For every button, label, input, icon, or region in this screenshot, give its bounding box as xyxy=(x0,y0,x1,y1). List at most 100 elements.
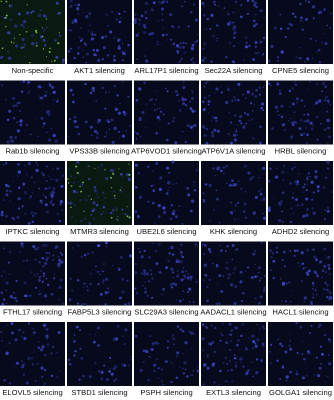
cell-nucleus xyxy=(211,131,214,134)
cell-nucleus xyxy=(306,133,309,137)
cell-nucleus xyxy=(262,53,265,55)
cell-nucleus xyxy=(213,0,216,3)
cell-nucleus xyxy=(312,191,315,194)
cell-nucleus xyxy=(179,42,182,45)
cell-nucleus xyxy=(104,35,108,38)
cell-nucleus xyxy=(302,214,306,218)
cell-nucleus xyxy=(301,28,304,32)
cell-nucleus xyxy=(32,328,34,330)
cell-nucleus xyxy=(208,111,210,114)
cell-nucleus xyxy=(38,340,40,343)
cell-nucleus xyxy=(326,288,329,292)
cell-nucleus xyxy=(161,0,165,4)
cell-nucleus xyxy=(305,126,308,129)
cell-nucleus xyxy=(220,289,224,294)
cell-nucleus xyxy=(179,110,181,113)
cell-nucleus xyxy=(134,131,137,134)
cell-nucleus xyxy=(179,109,181,111)
cell-nucleus xyxy=(259,9,263,13)
cell-nucleus xyxy=(215,87,219,91)
cell-nucleus xyxy=(152,189,156,193)
cell-nucleus xyxy=(246,266,250,269)
cell-nucleus xyxy=(303,119,307,123)
green-signal xyxy=(126,206,128,208)
cell-nucleus xyxy=(101,57,104,61)
cell-nucleus xyxy=(232,133,237,137)
cell-nucleus xyxy=(310,325,313,327)
cell-nucleus xyxy=(327,101,330,104)
cell-nucleus xyxy=(190,11,193,14)
cell-nucleus xyxy=(27,221,31,225)
cell-nucleus xyxy=(41,243,46,248)
cell-nucleus xyxy=(104,291,108,295)
cell-nucleus xyxy=(184,276,186,278)
cell-nucleus xyxy=(170,380,173,383)
cell-nucleus xyxy=(195,40,198,43)
cell-nucleus xyxy=(259,192,263,196)
cell-nucleus xyxy=(62,302,65,306)
cell-nucleus xyxy=(86,289,89,292)
cell-nucleus xyxy=(52,186,56,191)
cell-nucleus xyxy=(91,88,96,93)
cell-nucleus xyxy=(102,46,106,50)
cell-nucleus xyxy=(289,182,292,185)
cell-nucleus xyxy=(236,57,239,60)
cell-nucleus xyxy=(45,278,48,280)
cell-nucleus xyxy=(232,272,235,274)
cell-nucleus xyxy=(317,48,321,52)
cell-nucleus xyxy=(214,92,216,94)
cell-nucleus xyxy=(272,259,276,263)
cell-nucleus xyxy=(179,328,182,331)
cell-nucleus xyxy=(281,191,285,195)
cell-nucleus xyxy=(202,200,206,203)
cell-nucleus xyxy=(176,258,179,261)
cell-nucleus xyxy=(245,45,249,49)
cell-nucleus xyxy=(19,123,23,127)
cell-nucleus xyxy=(302,267,305,270)
cell-nucleus xyxy=(16,215,20,219)
cell-nucleus xyxy=(79,199,82,202)
cell-nucleus xyxy=(133,17,137,21)
cell-nucleus xyxy=(321,90,324,93)
cell-nucleus xyxy=(92,201,96,205)
cell-nucleus xyxy=(321,276,323,279)
cell-nucleus xyxy=(56,99,59,102)
cell-nucleus xyxy=(145,103,148,106)
cell-nucleus xyxy=(241,323,245,326)
cell-nucleus xyxy=(43,323,47,327)
cell-nucleus xyxy=(42,194,45,196)
cell-nucleus xyxy=(203,5,205,7)
cell-nucleus xyxy=(7,31,11,35)
micrograph xyxy=(268,161,333,225)
cell-nucleus xyxy=(45,26,48,29)
cell-nucleus xyxy=(14,338,18,342)
cell-nucleus xyxy=(113,55,116,58)
cell-nucleus xyxy=(22,363,25,366)
cell-nucleus xyxy=(136,215,140,219)
cell-nucleus xyxy=(184,103,188,107)
cell-nucleus xyxy=(299,118,303,122)
cell-nucleus xyxy=(76,52,80,55)
cell-nucleus xyxy=(282,250,286,254)
cell-nucleus xyxy=(113,190,115,193)
cell-nucleus xyxy=(82,56,84,58)
cell-nucleus xyxy=(184,51,187,53)
cell-nucleus xyxy=(8,381,12,385)
cell-nucleus xyxy=(56,351,58,354)
cell-nucleus xyxy=(190,209,193,213)
cell-nucleus xyxy=(7,51,9,53)
cell-nucleus xyxy=(105,277,109,281)
cell-nucleus xyxy=(262,212,264,215)
cell-nucleus xyxy=(215,189,218,192)
micrograph xyxy=(268,241,333,306)
cell-nucleus xyxy=(326,24,329,27)
cell-nucleus xyxy=(240,122,243,125)
cell-nucleus xyxy=(276,82,280,86)
cell-nucleus xyxy=(38,13,42,17)
cell-nucleus xyxy=(256,217,258,219)
cell-nucleus xyxy=(289,23,293,27)
panel: AKT1 silencing xyxy=(67,0,132,75)
cell-nucleus xyxy=(321,82,325,86)
cell-nucleus xyxy=(23,336,27,341)
cell-nucleus xyxy=(184,368,187,371)
